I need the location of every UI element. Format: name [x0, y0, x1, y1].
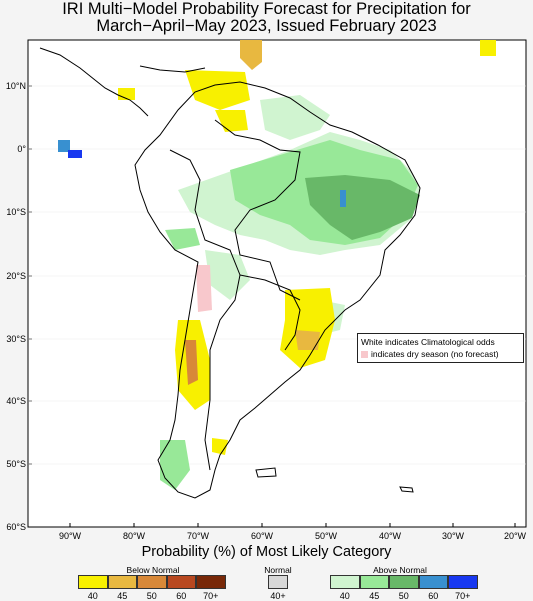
below-tick-label: 60	[176, 591, 187, 601]
note-dry-text: indicates dry season (no forecast)	[371, 349, 499, 359]
lat-label: 10°N	[6, 81, 26, 91]
map-title-line2: March−April−May 2023, Issued February 20…	[96, 17, 437, 35]
legend-below-title: Below Normal	[126, 565, 180, 575]
lon-label: 80°W	[123, 531, 146, 541]
below-40-patch-sa-south	[212, 438, 228, 455]
coastlines	[39, 47, 421, 499]
below-swatch	[78, 575, 108, 589]
above-40-patch-north	[260, 95, 330, 140]
below-tick-label: 45	[117, 591, 128, 601]
forecast-shading	[58, 40, 496, 490]
coast-south-america	[134, 81, 421, 499]
legend-normal-title: Normal	[264, 565, 292, 575]
note-line-dry: indicates dry season (no forecast)	[361, 348, 520, 360]
lat-label: 50°S	[6, 459, 26, 469]
lon-label: 90°W	[59, 531, 82, 541]
lon-label: 40°W	[379, 531, 402, 541]
above-swatch	[448, 575, 478, 589]
above-40-patch-patagonia	[160, 440, 190, 490]
south-georgia	[399, 486, 414, 493]
above-70-patch-galapagos	[68, 150, 82, 158]
map-title-line1: IRI Multi−Model Probability Forecast for…	[62, 0, 471, 18]
below-45-patch-uruguay	[295, 330, 320, 350]
above-45-patch-west	[165, 228, 200, 250]
lon-label: 20°W	[504, 531, 527, 541]
coast-central-america	[39, 47, 149, 117]
lat-label: 30°S	[6, 334, 26, 344]
above-40-patch-andes	[205, 250, 250, 300]
above-60-patch	[340, 190, 346, 207]
longitude-labels: 90°W 80°W 70°W 60°W 50°W 40°W 30°W 20°W	[59, 531, 527, 541]
falklands	[255, 467, 277, 478]
lon-label: 60°W	[251, 531, 274, 541]
lat-label: 10°S	[6, 207, 26, 217]
normal-swatch	[268, 575, 288, 589]
below-tick-label: 50	[146, 591, 157, 601]
above-swatch	[418, 575, 448, 589]
dry-season-swatch	[361, 351, 368, 358]
normal-tick-label: 40+	[270, 591, 286, 601]
above-tick-label: 40	[339, 591, 350, 601]
above-50-patch-ne-brazil	[305, 175, 420, 240]
latitude-labels: 10°N 0° 10°S 20°S 30°S 40°S 50°S 60°S	[6, 81, 27, 532]
above-swatch	[330, 575, 360, 589]
coast-caribbean	[139, 65, 206, 73]
legend-above-title: Above Normal	[373, 565, 427, 575]
border-argentina	[239, 274, 301, 351]
lat-label: 0°	[17, 144, 26, 154]
forecast-map: 10°N 0° 10°S 20°S 30°S 40°S 50°S 60°S 90°W 80°W 7…	[6, 39, 527, 541]
above-tick-label: 70+	[455, 591, 471, 601]
below-40-patch-caribbean	[185, 70, 250, 110]
lat-label: 20°S	[6, 271, 26, 281]
below-swatch	[166, 575, 196, 589]
below-tick-label: 70+	[203, 591, 219, 601]
above-swatch	[389, 575, 419, 589]
above-tick-label: 45	[369, 591, 380, 601]
below-swatch	[196, 575, 226, 589]
above-tick-label: 50	[398, 591, 409, 601]
note-line-white: White indicates Climatological odds	[361, 337, 495, 347]
below-50-patch-chile	[185, 340, 198, 385]
below-45-patch-islands	[240, 40, 262, 70]
lon-label: 50°W	[315, 531, 338, 541]
above-tick-label: 60	[428, 591, 439, 601]
below-swatch	[137, 575, 167, 589]
legend-title: Probability (%) of Most Likely Category	[141, 544, 392, 560]
lat-label: 60°S	[6, 522, 26, 532]
lat-label: 40°S	[6, 396, 26, 406]
above-swatch	[359, 575, 389, 589]
below-40-patch-atlantic	[480, 40, 496, 56]
border-brazil	[214, 119, 301, 301]
below-tick-label: 40	[87, 591, 98, 601]
lon-label: 30°W	[442, 531, 465, 541]
above-60-patch-galapagos	[58, 140, 70, 152]
legend-note-box: White indicates Climatological odds indi…	[357, 333, 524, 363]
lon-label: 70°W	[187, 531, 210, 541]
below-swatch	[107, 575, 137, 589]
below-40-patch-uruguay	[280, 288, 335, 368]
dry-season-patch	[196, 265, 212, 312]
